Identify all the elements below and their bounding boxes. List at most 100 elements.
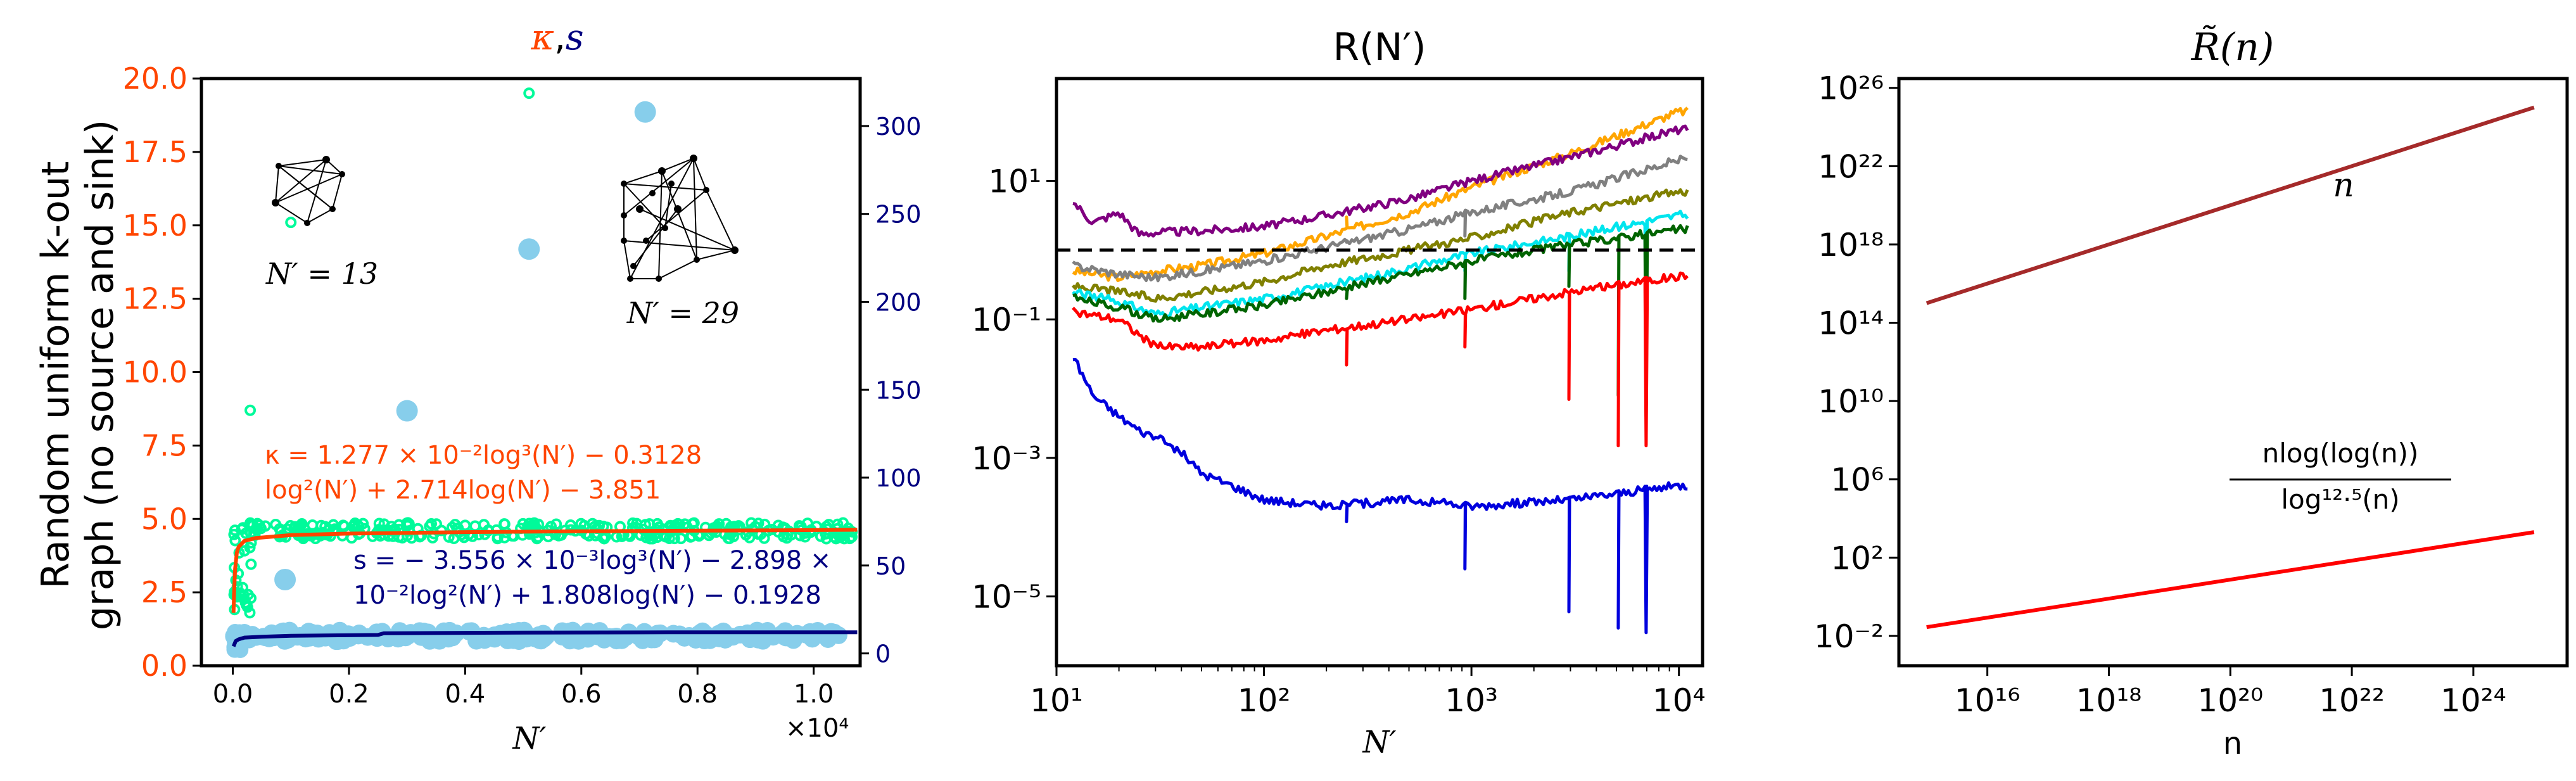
y-tick-label: 10⁶	[1830, 462, 1884, 498]
kappa-data-point	[575, 517, 587, 530]
y-right-tick-label: 250	[875, 201, 922, 229]
panel2-xlabel: N′	[1362, 725, 1397, 760]
small-graph-nodes	[272, 156, 345, 226]
s-data-point	[331, 623, 349, 642]
kappa-outlier-point	[523, 87, 535, 99]
kappa-data-point	[430, 518, 442, 530]
series-line-purple	[1072, 124, 1689, 238]
s-fit-equation-1: s = − 3.556 × 10⁻³log³(N′) − 2.898 ×	[353, 546, 831, 575]
s-fit-line	[231, 630, 858, 647]
x-tick-label: 10¹	[1030, 682, 1083, 719]
s-data-point	[260, 629, 279, 647]
panel1-title: κ,s	[530, 17, 583, 58]
panel1-ticks: 0.0 0.2 0.4 0.6 0.8 1.0 0.0 2.5 5.0 7.5 10.0 12.5 15…	[123, 61, 922, 709]
panel3-ticks: 10¹⁶ 10¹⁸ 10²⁰ 10²² 10²⁴ 10⁻² 10² 10⁶ 10¹⁰ 10¹⁴ 10…	[1814, 70, 2506, 719]
s-data-point	[731, 625, 749, 644]
s-outlier-point	[396, 400, 418, 422]
large-graph-label: N′ = 29	[626, 296, 739, 330]
kappa-outlier-point	[244, 404, 257, 416]
y-tick-label: 10¹⁸	[1818, 227, 1884, 264]
y-left-tick-label: 7.5	[141, 428, 187, 462]
y-left-tick-label: 17.5	[123, 135, 187, 169]
y-tick-label: 10¹	[988, 163, 1041, 200]
panel2-title: R(N′)	[1333, 25, 1426, 70]
small-graph-illustration	[274, 158, 343, 224]
panel-R-tilde: R̃(n) n 10¹⁶ 10¹⁸ 10²⁰ 10²² 10²⁴10⁻²10²10⁶10…	[1814, 25, 2569, 761]
small-graph-label: N′ = 13	[265, 257, 378, 291]
s-data-point	[533, 626, 552, 645]
frac-numerator: nlog(log(n))	[2262, 438, 2419, 469]
panel1-ylabel-line2: graph (no source and sink)	[78, 120, 122, 630]
kappa-data-point	[644, 533, 656, 545]
large-graph-nodes	[621, 155, 739, 282]
s-data-point	[226, 641, 243, 658]
s-data-point	[803, 630, 822, 648]
kappa-data-point	[245, 558, 257, 570]
panel1-data	[225, 87, 858, 658]
x-tick-label: 0.6	[561, 680, 602, 709]
series-line-green	[1072, 224, 1689, 418]
kappa-data-point	[244, 542, 256, 554]
y-right-tick-label: 50	[875, 552, 906, 580]
x-tick-label: 0.4	[445, 680, 486, 709]
s-data-point	[316, 628, 334, 647]
y-tick-label: 10²	[1830, 540, 1884, 576]
s-data-point	[701, 631, 719, 649]
title-s: s	[566, 17, 584, 58]
kappa-data-point	[587, 517, 599, 530]
series-line-orange	[1072, 106, 1689, 283]
n-line	[1926, 105, 2535, 305]
title-kappa: κ	[530, 17, 554, 58]
kappa-fit-line	[231, 528, 858, 613]
kappa-fit-equation-1: κ = 1.277 × 10⁻²log³(N′) − 0.3128	[265, 441, 702, 470]
x-tick-label: 10²²	[2319, 682, 2385, 719]
y-left-tick-label: 20.0	[123, 61, 187, 96]
y-left-tick-label: 2.5	[141, 575, 187, 609]
x-tick-label: 1.0	[794, 680, 834, 709]
kappa-fit-equation-2: log²(N′) + 2.714log(N′) − 3.851	[265, 476, 661, 505]
panel3-xlabel: n	[2223, 726, 2242, 761]
s-outlier-point	[634, 101, 656, 123]
n-curve-label: n	[2333, 167, 2354, 205]
kappa-data-point	[688, 517, 700, 529]
x-tick-label: 10¹⁶	[1955, 682, 2021, 719]
y-tick-label: 10²²	[1818, 148, 1884, 185]
kappa-data-point	[284, 520, 296, 532]
y-left-tick-label: 10.0	[123, 355, 187, 390]
panel-R: R(N′) N′ 10¹ 10² 10³ 10⁴ 10⁻⁵ 10⁻³ 10⁻¹ 10¹	[972, 25, 1706, 760]
panel3-frame	[1897, 77, 2569, 668]
panel1-frame	[200, 77, 862, 668]
series-line-cyan	[1072, 210, 1689, 391]
x-tick-label: 0.8	[677, 680, 718, 709]
x-tick-label: 10³	[1445, 682, 1498, 719]
s-data-point	[412, 628, 431, 646]
kappa-data-point	[238, 593, 250, 605]
x-tick-label: 0.2	[329, 680, 369, 709]
x-tick-label: 10²⁰	[2197, 682, 2263, 719]
y-tick-label: 10²⁶	[1818, 70, 1884, 107]
kappa-data-point	[752, 517, 765, 530]
kappa-outlier-point	[285, 217, 297, 229]
panel1-x-multiplier: ×10⁴	[785, 714, 849, 743]
y-tick-label: 10⁻⁵	[972, 579, 1041, 616]
x-tick-label: 10²	[1238, 682, 1291, 719]
y-tick-label: 10⁻²	[1814, 618, 1884, 655]
kappa-data-point	[229, 535, 241, 547]
y-right-tick-label: 100	[875, 464, 922, 492]
y-right-tick-label: 0	[875, 640, 891, 668]
x-tick-label: 10⁴	[1653, 682, 1706, 719]
s-fit-equation-2: 10⁻²log²(N′) + 1.808log(N′) − 0.1928	[353, 581, 822, 610]
kappa-data-point	[469, 520, 481, 532]
s-data-point	[376, 626, 394, 645]
panel2-ticks: 10¹ 10² 10³ 10⁴ 10⁻⁵ 10⁻³ 10⁻¹ 10¹	[972, 163, 1706, 719]
y-left-tick-label: 0.0	[141, 649, 187, 683]
panel-kappa-s: κ,s Random uniform k-out graph (no sourc…	[34, 17, 922, 756]
panel1-xlabel: N′	[512, 721, 547, 756]
series-line-olive	[1071, 188, 1689, 303]
x-tick-label: 10²⁴	[2440, 682, 2506, 719]
kappa-data-point	[492, 533, 504, 545]
kappa-data-point	[237, 581, 249, 594]
panel2-data	[1056, 106, 1703, 635]
frac-denominator: log¹²·⁵(n)	[2281, 484, 2399, 515]
